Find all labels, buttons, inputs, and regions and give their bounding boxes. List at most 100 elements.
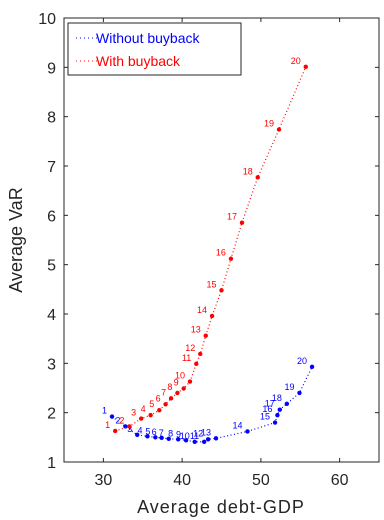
data-point-without-buyback [123,424,128,429]
data-point-without-buyback [183,438,189,443]
point-label-with-buyback: 12 [185,343,195,353]
data-point-with-buyback [181,386,186,391]
y-tick-label: 9 [47,60,56,77]
point-label-without-buyback: 9 [176,429,181,439]
data-point-without-buyback [145,434,150,439]
point-label-without-buyback: 17 [265,399,275,409]
data-point-without-buyback [153,435,158,440]
point-label-with-buyback: 5 [149,399,154,409]
data-point-without-buyback [175,437,181,442]
x-axis-title: Average debt-GDP [137,497,305,517]
point-label-with-buyback: 20 [291,56,301,66]
y-tick-label: 7 [47,159,56,176]
point-label-without-buyback: 10 [180,431,190,441]
x-tick-label: 50 [252,472,270,489]
data-point-with-buyback [175,390,180,396]
data-point-without-buyback [245,429,250,434]
data-point-without-buyback [277,407,282,412]
point-label-with-buyback: 3 [131,408,136,418]
data-point-with-buyback [276,127,282,132]
data-point-with-buyback [112,428,118,434]
data-point-without-buyback [309,364,315,369]
data-point-with-buyback [228,256,234,261]
point-label-without-buyback: 2 [115,415,120,425]
point-label-without-buyback: 11 [190,431,199,441]
point-label-without-buyback: 8 [168,428,173,438]
point-label-with-buyback: 19 [264,118,274,128]
point-label-with-buyback: 11 [182,353,191,363]
point-label-without-buyback: 5 [145,426,150,436]
x-tick-label: 40 [173,472,191,489]
data-point-without-buyback [284,401,290,406]
point-label-with-buyback: 18 [243,166,253,176]
point-label-without-buyback: 12 [193,428,203,438]
point-label-without-buyback: 18 [272,393,282,403]
point-label-without-buyback: 19 [284,382,294,392]
data-point-with-buyback [209,313,215,319]
plot-frame [63,17,380,463]
data-point-with-buyback [255,175,260,180]
y-axis-title: Average VaR [6,187,26,292]
legend-label-with-buyback: With buyback [96,53,181,69]
y-tick-label: 3 [47,356,56,373]
data-point-without-buyback [205,437,211,442]
data-point-with-buyback [198,351,203,357]
data-point-without-buyback [166,436,171,442]
y-tick-label: 1 [47,455,56,472]
point-label-without-buyback: 13 [201,427,211,437]
point-label-with-buyback: 6 [156,393,161,403]
x-tick-label: 60 [331,472,349,489]
data-point-with-buyback [127,424,132,429]
point-label-with-buyback: 2 [119,415,124,425]
data-point-without-buyback [109,414,115,419]
data-point-without-buyback [275,412,280,418]
point-label-without-buyback: 1 [102,406,107,416]
data-point-without-buyback [213,436,219,441]
y-tick-label: 5 [47,258,56,275]
data-point-without-buyback [201,439,207,444]
point-label-without-buyback: 4 [137,425,142,435]
y-tick-label: 6 [47,208,56,225]
point-label-without-buyback: 14 [232,420,242,430]
data-point-with-buyback [303,64,308,70]
point-label-without-buyback: 6 [152,427,157,437]
series-line-with-buyback [115,66,307,432]
point-label-without-buyback: 16 [262,404,272,414]
y-tick-label: 2 [47,406,56,423]
data-point-with-buyback [163,402,168,407]
plot-background [64,18,379,462]
y-tick-label: 10 [38,11,56,28]
data-point-with-buyback [239,220,245,225]
point-label-without-buyback: 15 [260,412,270,422]
data-point-with-buyback [168,396,174,401]
data-point-without-buyback [135,432,140,438]
point-label-with-buyback: 14 [197,305,207,315]
x-tick-label: 30 [94,472,112,489]
data-point-with-buyback [194,361,199,367]
legend-label-without-buyback: Without buyback [96,30,200,46]
point-label-with-buyback: 17 [227,212,237,222]
data-point-without-buyback [192,439,197,444]
legend: Without buyback With buyback [67,22,242,76]
point-label-without-buyback: 7 [159,428,164,438]
data-point-without-buyback [159,435,164,441]
data-point-with-buyback [157,408,162,413]
y-tick-label: 8 [47,110,56,127]
data-point-with-buyback [148,412,153,418]
data-point-with-buyback [203,333,208,338]
point-label-with-buyback: 1 [105,420,110,430]
point-label-with-buyback: 7 [161,387,166,397]
data-point-without-buyback [272,420,278,425]
point-label-with-buyback: 15 [206,279,216,289]
point-label-with-buyback: 8 [167,382,172,392]
data-point-with-buyback [219,288,224,293]
y-tick-label: 4 [47,307,56,324]
point-label-without-buyback: 20 [297,356,307,366]
data-point-with-buyback [187,379,193,384]
point-label-without-buyback: 3 [127,424,132,434]
point-label-with-buyback: 13 [191,325,201,335]
point-label-with-buyback: 16 [216,248,226,258]
data-point-without-buyback [297,390,302,396]
